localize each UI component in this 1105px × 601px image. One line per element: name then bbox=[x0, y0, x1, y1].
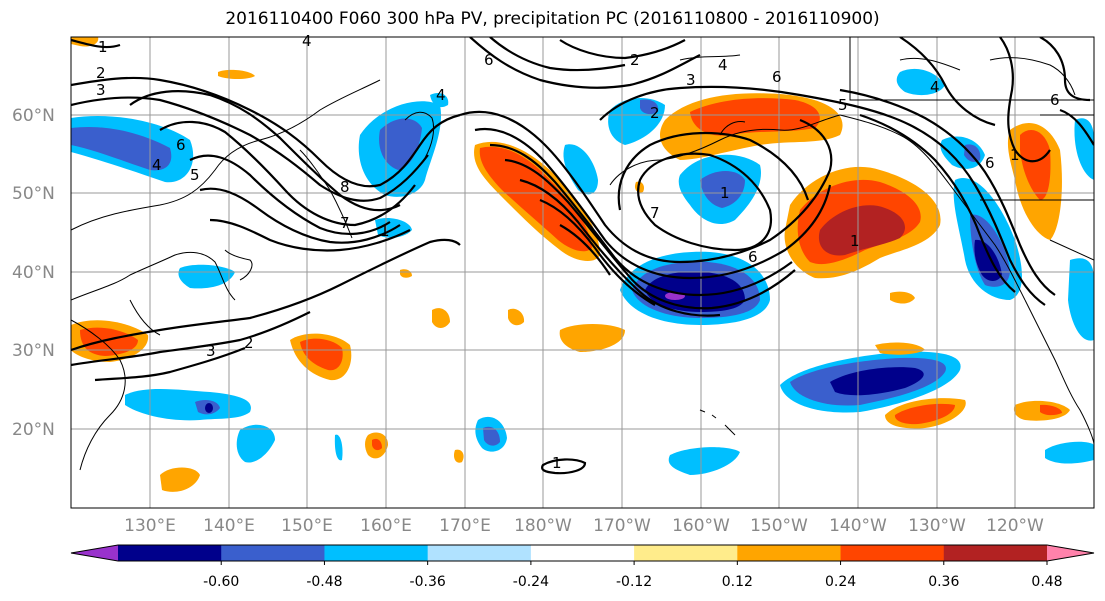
contour-label: 6 bbox=[1050, 91, 1060, 109]
contour-label: 4 bbox=[930, 78, 940, 96]
contour-label: 1 bbox=[380, 222, 390, 240]
lon-label: 180°W bbox=[514, 516, 572, 536]
contour-label: 7 bbox=[340, 214, 350, 232]
positive-anomaly-region bbox=[1007, 122, 1062, 240]
colorbar-segment bbox=[118, 545, 222, 561]
contour-label: 4 bbox=[436, 86, 446, 104]
positive-anomaly-region bbox=[660, 93, 843, 160]
negative-anomaly-region bbox=[125, 388, 251, 421]
colorbar-tick-label: -0.24 bbox=[513, 574, 549, 590]
colorbar-tick-label: -0.60 bbox=[203, 574, 239, 590]
colorbar-segment bbox=[530, 545, 635, 561]
contour-label: 1 bbox=[552, 454, 562, 472]
lon-label: 150°E bbox=[281, 516, 333, 536]
colorbar-segment bbox=[840, 545, 945, 561]
contour-label: 8 bbox=[340, 178, 350, 196]
contour-label: 1 bbox=[720, 184, 730, 202]
lon-label: 140°E bbox=[203, 516, 255, 536]
contour-label: 6 bbox=[772, 68, 782, 86]
lon-label: 150°W bbox=[750, 516, 808, 536]
contour-label: 2 bbox=[244, 334, 254, 352]
colorbar-tick-label: 0.36 bbox=[928, 574, 959, 590]
colorbar-segment bbox=[737, 545, 842, 561]
colorbar-segment bbox=[427, 545, 532, 561]
contour-label: 2 bbox=[96, 64, 106, 82]
colorbar-tick-label: -0.48 bbox=[306, 574, 342, 590]
lon-label: 140°W bbox=[829, 516, 887, 536]
lon-label: 160°W bbox=[672, 516, 730, 536]
negative-anomaly-region bbox=[780, 351, 961, 413]
colorbar-segment bbox=[221, 545, 325, 561]
colorbar-tick-label: 0.48 bbox=[1031, 574, 1062, 590]
contour-label: 1 bbox=[1010, 146, 1020, 164]
lat-label-30n: 30°N bbox=[12, 341, 55, 361]
lat-label-60n: 60°N bbox=[12, 106, 55, 126]
contour-label: 5 bbox=[190, 166, 200, 184]
contour-labels: 1 2 3 4 4 6 2 3 4 6 5 6 4 5 6 8 7 1 6 1 … bbox=[96, 32, 1060, 472]
lon-label: 170°E bbox=[439, 516, 491, 536]
contour-label: 4 bbox=[152, 156, 162, 174]
lat-label-40n: 40°N bbox=[12, 263, 55, 283]
lon-label: 160°E bbox=[360, 516, 412, 536]
colorbar-tick-label: -0.12 bbox=[616, 574, 652, 590]
contour-label: 5 bbox=[838, 96, 848, 114]
negative-anomaly-region bbox=[358, 101, 442, 197]
lon-label: 130°E bbox=[124, 516, 176, 536]
contour-label: 3 bbox=[206, 342, 216, 360]
contour-label: 2 bbox=[630, 51, 640, 69]
contour-label: 6 bbox=[985, 154, 995, 172]
contour-label: 6 bbox=[484, 51, 494, 69]
contour-label: 6 bbox=[176, 136, 186, 154]
colorbar-segment bbox=[324, 545, 429, 561]
map-frame bbox=[70, 36, 1095, 509]
contour-label: 4 bbox=[302, 32, 312, 50]
lon-label: 170°W bbox=[593, 516, 651, 536]
colorbar-tick-label: 0.12 bbox=[722, 574, 753, 590]
negative-anomaly-region bbox=[678, 154, 761, 225]
precip-anomaly-layer bbox=[71, 37, 1094, 492]
colorbar-tick-label: -0.36 bbox=[410, 574, 446, 590]
latitude-labels: 60°N 50°N 40°N 30°N 20°N bbox=[12, 106, 55, 440]
map-gridlines bbox=[71, 37, 1094, 508]
map-title: 2016110400 F060 300 hPa PV, precipitatio… bbox=[225, 9, 880, 29]
pv-contours bbox=[71, 37, 1094, 475]
colorbar-segment bbox=[634, 545, 738, 561]
positive-anomaly-region bbox=[71, 320, 352, 381]
colorbar-extend-low bbox=[71, 545, 118, 561]
contour-label: 3 bbox=[96, 81, 106, 99]
positive-anomaly-region bbox=[784, 166, 941, 279]
colorbar-outline bbox=[70, 544, 1095, 562]
negative-anomaly-region bbox=[563, 144, 598, 195]
contour-label: 6 bbox=[748, 248, 758, 266]
lat-label-50n: 50°N bbox=[12, 184, 55, 204]
contour-label: 1 bbox=[98, 38, 108, 56]
colorbar-extend-high bbox=[1047, 545, 1094, 561]
contour-label: 1 bbox=[850, 232, 860, 250]
lon-label: 120°W bbox=[986, 516, 1044, 536]
contour-label: 2 bbox=[650, 104, 660, 122]
negative-anomaly-region bbox=[71, 116, 194, 183]
contour-label: 7 bbox=[650, 204, 660, 222]
colorbar: -0.60 -0.48 -0.36 -0.24 -0.12 0.12 0.24 0.36 0.4… bbox=[70, 544, 1095, 590]
negative-anomaly-region bbox=[953, 178, 1022, 300]
colorbar-tick-label: 0.24 bbox=[825, 574, 856, 590]
lon-label: 130°W bbox=[908, 516, 966, 536]
lat-label-20n: 20°N bbox=[12, 420, 55, 440]
contour-label: 3 bbox=[686, 71, 696, 89]
longitude-labels: 130°E 140°E 150°E 160°E 170°E 180°W 170°… bbox=[124, 516, 1044, 536]
colorbar-segment bbox=[943, 545, 1048, 561]
contour-label: 4 bbox=[718, 56, 728, 74]
